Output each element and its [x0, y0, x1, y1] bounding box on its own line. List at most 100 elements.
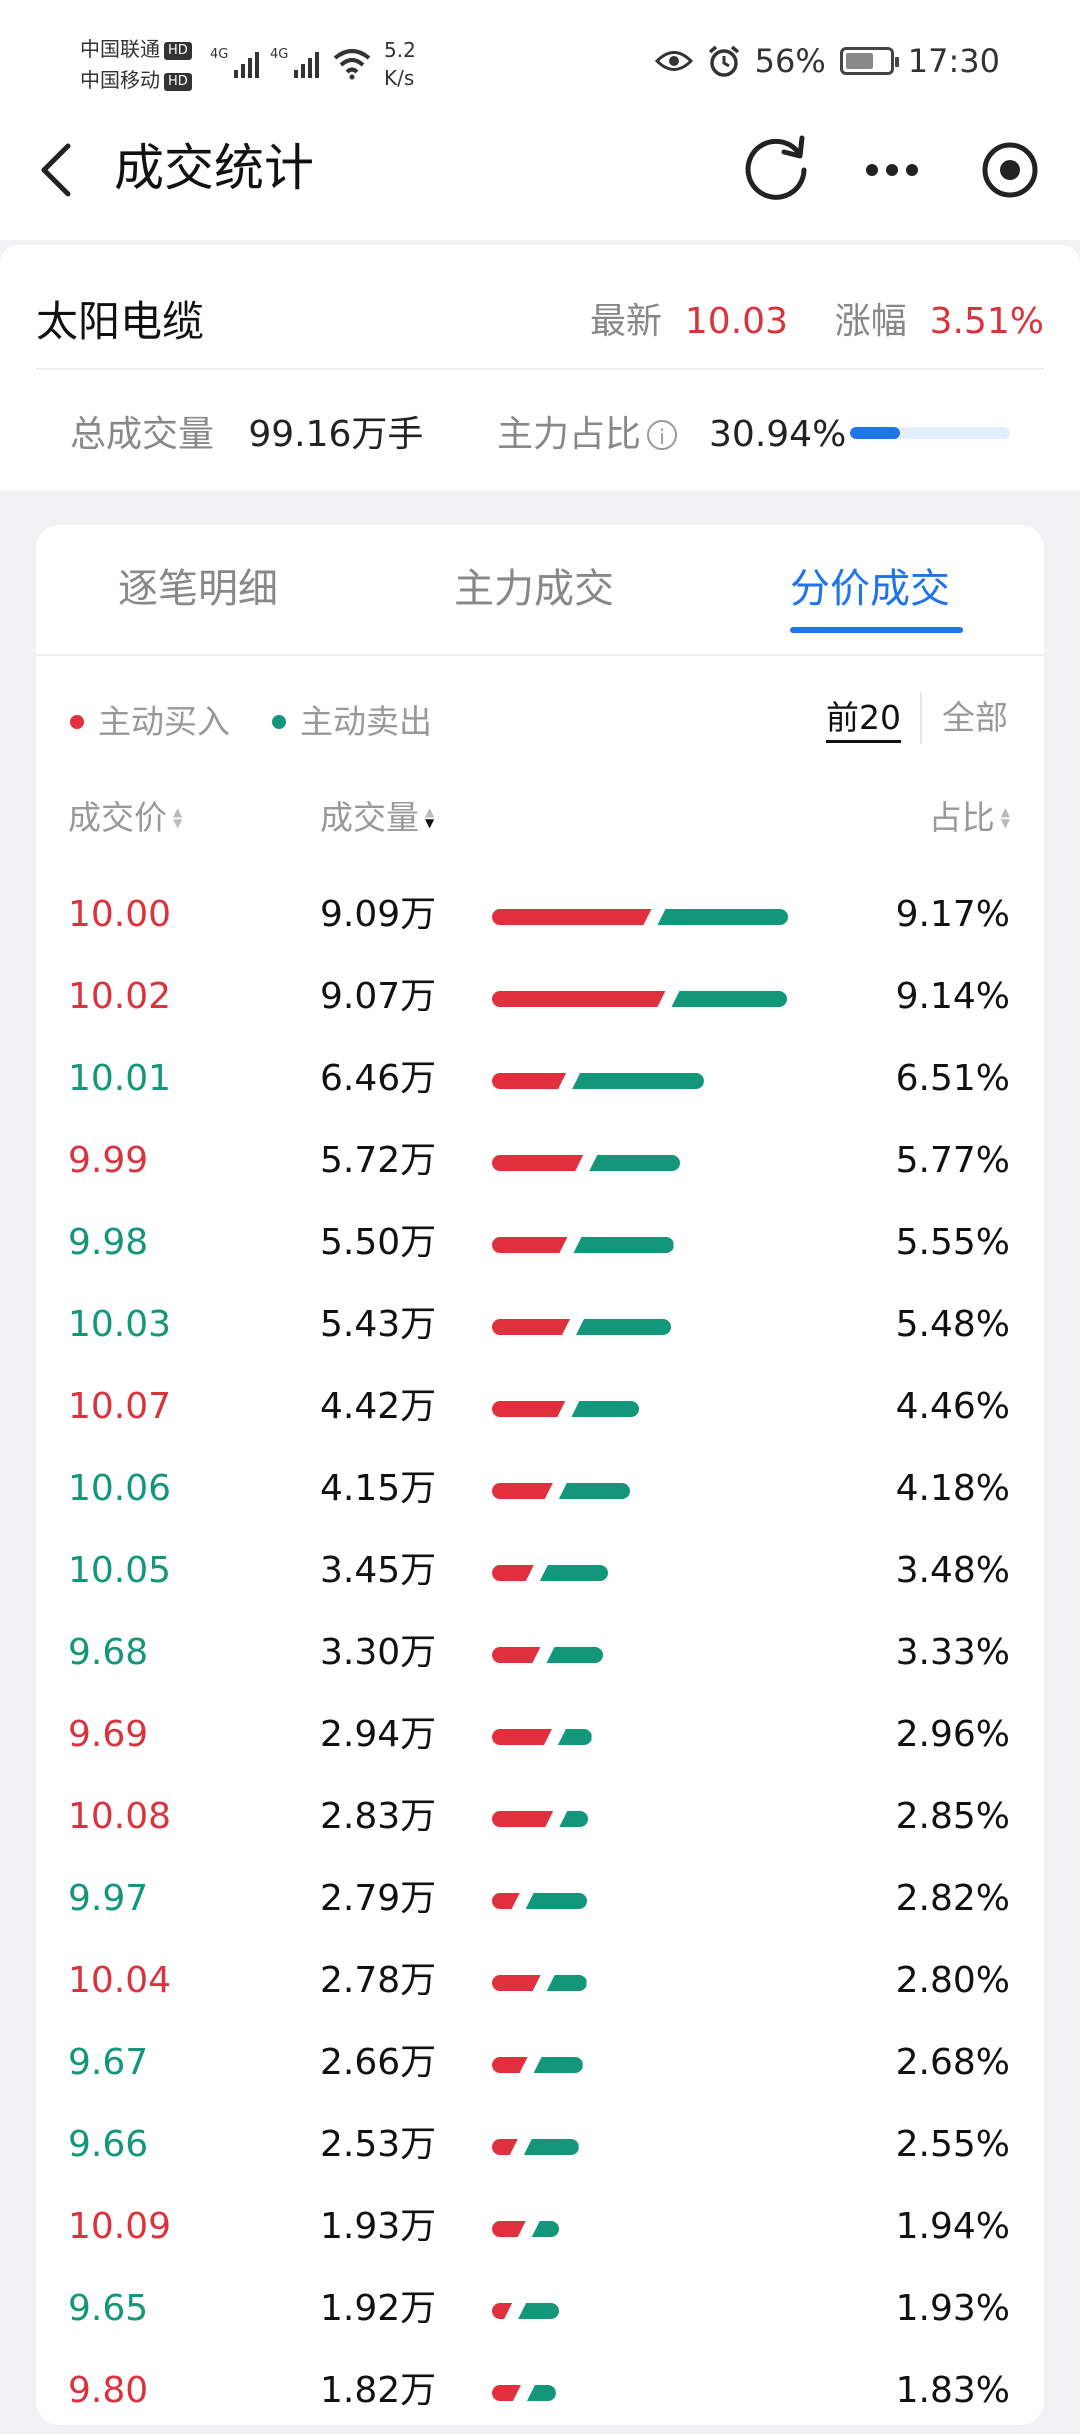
sell-bar [523, 2139, 579, 2155]
price-cell: 10.00 [68, 894, 172, 935]
buy-bar [492, 1483, 553, 1499]
clock: 17:30 [907, 42, 1000, 80]
price-cell: 10.02 [68, 976, 172, 1017]
price-cell: 9.67 [68, 2042, 149, 2083]
table-row: 10.03 5.43万 5.48% [0, 1286, 1080, 1368]
detail-card [36, 525, 1044, 2425]
divider [36, 368, 1044, 370]
ratio-cell: 9.17% [895, 894, 1010, 935]
volume-cell: 5.72万 [320, 1140, 437, 1181]
sell-bar [546, 1975, 587, 1991]
carrier1-label: 中国联通 [80, 37, 160, 61]
filter-top20[interactable]: 前20 [826, 696, 901, 743]
page-title: 成交统计 [114, 139, 314, 197]
sell-dot-icon [272, 715, 286, 729]
sort-desc-icon: ▲ ▼ [425, 805, 435, 830]
buy-bar [492, 1565, 534, 1581]
sell-bar [573, 1237, 674, 1253]
buy-bar [492, 1319, 570, 1335]
sell-bar [531, 2221, 560, 2237]
table-row: 10.02 9.07万 9.14% [0, 958, 1080, 1040]
ratio-cell: 2.55% [895, 2124, 1010, 2165]
col-header-ratio[interactable]: 占比 ▲ ▼ [928, 798, 1010, 837]
table-row: 9.80 1.82万 1.83% [0, 2352, 1080, 2434]
col-header-price[interactable]: 成交价 ▲ ▼ [68, 798, 183, 837]
ratio-cell: 5.77% [895, 1140, 1010, 1181]
divider [920, 692, 922, 744]
total-volume: 总成交量 99.16万手 [70, 414, 424, 455]
volume-cell: 1.82万 [320, 2370, 437, 2411]
table-row: 9.68 3.30万 3.33% [0, 1614, 1080, 1696]
nav-bar [0, 120, 1080, 240]
buy-bar [492, 909, 652, 925]
price-cell: 10.09 [68, 2206, 172, 2247]
battery-percent: 56% [754, 42, 826, 80]
volume-cell: 2.53万 [320, 2124, 437, 2165]
buy-bar [492, 1729, 552, 1745]
volume-cell: 1.92万 [320, 2288, 437, 2329]
table-row: 10.00 9.09万 9.17% [0, 876, 1080, 958]
refresh-icon[interactable] [738, 130, 814, 206]
buy-bar [492, 2221, 526, 2237]
table-row: 9.69 2.94万 2.96% [0, 1696, 1080, 1778]
battery-icon [839, 47, 899, 75]
buy-bar [492, 1811, 553, 1827]
carrier-info: 中国联通 HD 中国移动 HD [80, 34, 192, 96]
buy-bar [492, 2139, 518, 2155]
table-row: 9.99 5.72万 5.77% [0, 1122, 1080, 1204]
sell-bar [572, 1073, 704, 1089]
price-cell: 10.05 [68, 1550, 172, 1591]
buy-bar [492, 1155, 583, 1171]
info-icon[interactable]: i [647, 420, 678, 450]
buy-bar [492, 2385, 521, 2401]
sell-bar [571, 1401, 640, 1417]
table-row: 10.09 1.93万 1.94% [0, 2188, 1080, 2270]
ratio-cell: 2.85% [895, 1796, 1010, 1837]
sell-bar [546, 1647, 604, 1663]
volume-cell: 3.45万 [320, 1550, 437, 1591]
ratio-cell: 3.48% [895, 1550, 1010, 1591]
tab-price-trades[interactable]: 分价成交 [790, 566, 950, 612]
table-row: 10.07 4.42万 4.46% [0, 1368, 1080, 1450]
sell-bar [589, 1155, 681, 1171]
sell-bar [525, 1893, 588, 1909]
volume-cell: 4.15万 [320, 1468, 437, 1509]
price-cell: 9.98 [68, 1222, 149, 1263]
table-row: 9.97 2.79万 2.82% [0, 1860, 1080, 1942]
ratio-cell: 5.48% [895, 1304, 1010, 1345]
back-arrow-icon[interactable] [36, 140, 76, 200]
status-bar: 中国联通 HD 中国移动 HD 4G 4G 5.2 K/s 56% 17:30 [0, 0, 1080, 120]
ratio-cell: 9.14% [895, 976, 1010, 1017]
buy-bar [492, 1975, 541, 1991]
more-icon[interactable] [862, 150, 922, 190]
price-cell: 10.04 [68, 1960, 172, 2001]
filter-all[interactable]: 全部 [942, 698, 1008, 737]
volume-cell: 2.79万 [320, 1878, 437, 1919]
price-cell: 10.03 [68, 1304, 172, 1345]
col-header-volume[interactable]: 成交量 ▲ ▼ [320, 798, 435, 837]
volume-cell: 4.42万 [320, 1386, 437, 1427]
table-row: 10.04 2.78万 2.80% [0, 1942, 1080, 2024]
close-target-icon[interactable] [980, 140, 1040, 200]
price-change: 涨幅 3.51% [834, 301, 1044, 342]
latest-price: 最新 10.03 [590, 301, 788, 342]
ratio-cell: 1.83% [895, 2370, 1010, 2411]
ratio-cell: 4.18% [895, 1468, 1010, 1509]
buy-bar [492, 1893, 520, 1909]
hd-badge: HD [164, 72, 192, 91]
sell-bar [575, 1319, 672, 1335]
tab-tick-detail[interactable]: 逐笔明细 [118, 566, 278, 612]
ratio-cell: 3.33% [895, 1632, 1010, 1673]
active-tab-indicator [790, 627, 963, 633]
ratio-cell: 1.94% [895, 2206, 1010, 2247]
price-cell: 9.97 [68, 1878, 149, 1919]
volume-cell: 2.83万 [320, 1796, 437, 1837]
table-row: 10.05 3.45万 3.48% [0, 1532, 1080, 1614]
tab-main-trades[interactable]: 主力成交 [454, 566, 614, 612]
sort-icon: ▲ ▼ [1000, 805, 1010, 830]
volume-cell: 2.78万 [320, 1960, 437, 2001]
buy-bar [492, 1401, 565, 1417]
stock-summary [0, 245, 1080, 490]
price-cell: 9.99 [68, 1140, 149, 1181]
table-row: 9.66 2.53万 2.55% [0, 2106, 1080, 2188]
